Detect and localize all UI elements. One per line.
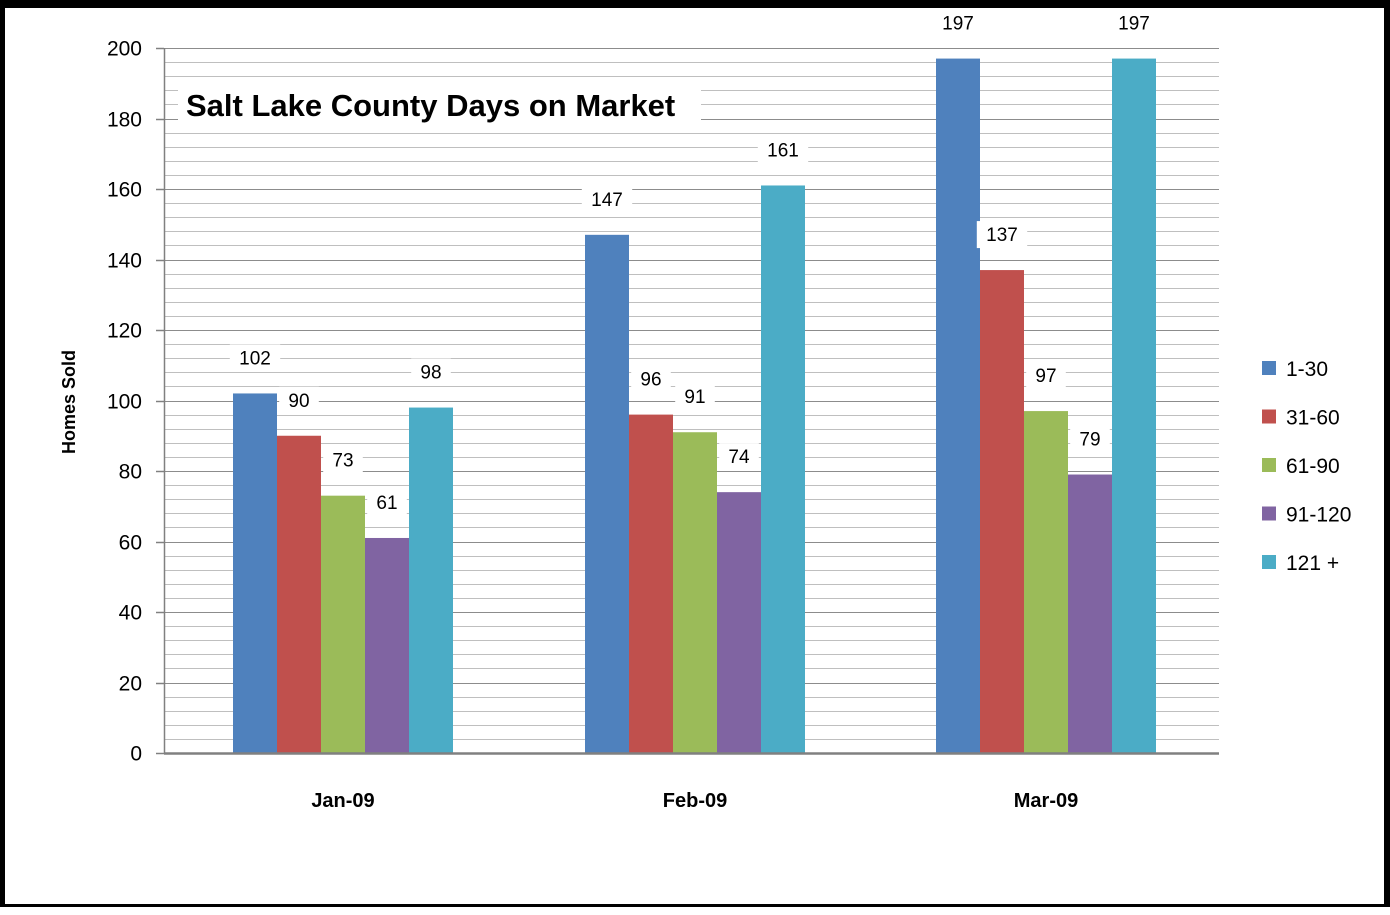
- data-label: 97: [1035, 366, 1056, 387]
- legend-swatch: [1262, 458, 1276, 472]
- data-label-background: [323, 446, 363, 474]
- bar: [673, 432, 717, 753]
- data-label: 61: [376, 493, 397, 514]
- bar: [629, 414, 673, 753]
- data-labels: 102 147 197 90 96 137 73 91 97 61 74 79 98 161 197: [229, 9, 1160, 516]
- data-label-background: [976, 221, 1028, 249]
- data-label-background: [719, 443, 759, 471]
- data-label-background: [1026, 362, 1066, 390]
- data-label-background: [367, 488, 407, 516]
- chart-title: Salt Lake County Days on Market: [186, 88, 675, 123]
- data-label: 96: [640, 370, 661, 391]
- data-label-background: [411, 358, 451, 386]
- legend-label: 121 +: [1286, 552, 1339, 575]
- bar: [409, 407, 453, 753]
- data-label: 74: [728, 447, 750, 468]
- data-label: 137: [986, 225, 1018, 246]
- y-tick-label: 140: [107, 250, 142, 273]
- bar: [585, 234, 629, 753]
- data-label: 147: [591, 190, 623, 211]
- data-label-background: [932, 9, 984, 37]
- data-label-background: [631, 365, 671, 393]
- bars: [233, 58, 1156, 754]
- y-tick-label: 200: [107, 38, 142, 61]
- data-label-background: [757, 136, 809, 164]
- data-label-background: [1108, 9, 1160, 37]
- bar: [717, 492, 761, 753]
- data-label: 102: [239, 348, 271, 369]
- legend-label: 91-120: [1286, 504, 1351, 527]
- data-label-background: [675, 383, 715, 411]
- bar: [277, 435, 321, 753]
- data-label: 98: [420, 363, 441, 384]
- y-axis-label: Homes Sold: [59, 350, 79, 454]
- legend-label: 1-30: [1286, 358, 1328, 381]
- x-tick-label: Jan-09: [311, 790, 374, 812]
- chart-title-background: [178, 82, 701, 128]
- y-tick-label: 120: [107, 320, 142, 343]
- legend-swatch: [1262, 555, 1276, 569]
- y-tick-label: 180: [107, 109, 142, 132]
- axes: 0 20 40 60 80 100 120 140 160 180 200 Jan-09 Feb-09 M…: [107, 38, 1219, 812]
- x-tick-label: Feb-09: [663, 790, 727, 812]
- y-tick-label: 60: [119, 532, 142, 555]
- bar: [1112, 58, 1156, 753]
- data-label: 90: [288, 391, 309, 412]
- legend: 1-30 31-60 61-90 91-120 121 +: [1262, 358, 1351, 575]
- y-tick-label: 20: [119, 673, 142, 696]
- data-label-background: [279, 386, 319, 414]
- legend-swatch: [1262, 361, 1276, 375]
- bar: [761, 185, 805, 754]
- data-label-background: [229, 344, 281, 372]
- y-axis-label-group: Homes Sold: [59, 350, 79, 454]
- bar: [365, 537, 409, 753]
- bar: [233, 393, 277, 753]
- bar: [321, 495, 365, 753]
- chart-title-group: Salt Lake County Days on Market: [178, 82, 701, 128]
- y-tick-label: 40: [119, 602, 142, 625]
- y-tick-label: 0: [130, 743, 142, 766]
- bar: [980, 270, 1024, 753]
- y-tick-label: 100: [107, 391, 142, 414]
- bar: [1024, 411, 1068, 753]
- bar: [936, 58, 980, 753]
- legend-label: 31-60: [1286, 407, 1340, 430]
- bar-chart: 0 20 40 60 80 100 120 140 160 180 200 Jan-09 Feb-09 M…: [59, 9, 1351, 812]
- legend-label: 61-90: [1286, 455, 1340, 478]
- data-label-background: [581, 185, 633, 213]
- y-tick-label: 160: [107, 179, 142, 202]
- data-label: 79: [1079, 430, 1100, 451]
- bar: [1068, 474, 1112, 753]
- data-label: 161: [767, 140, 799, 161]
- data-label: 197: [1118, 14, 1150, 35]
- data-label: 91: [684, 387, 705, 408]
- data-label: 197: [942, 14, 974, 35]
- legend-swatch: [1262, 506, 1276, 521]
- x-tick-label: Mar-09: [1014, 790, 1078, 812]
- y-tick-label: 80: [119, 461, 142, 484]
- data-label: 73: [332, 451, 353, 472]
- data-label-background: [1070, 425, 1110, 453]
- legend-swatch: [1262, 409, 1276, 424]
